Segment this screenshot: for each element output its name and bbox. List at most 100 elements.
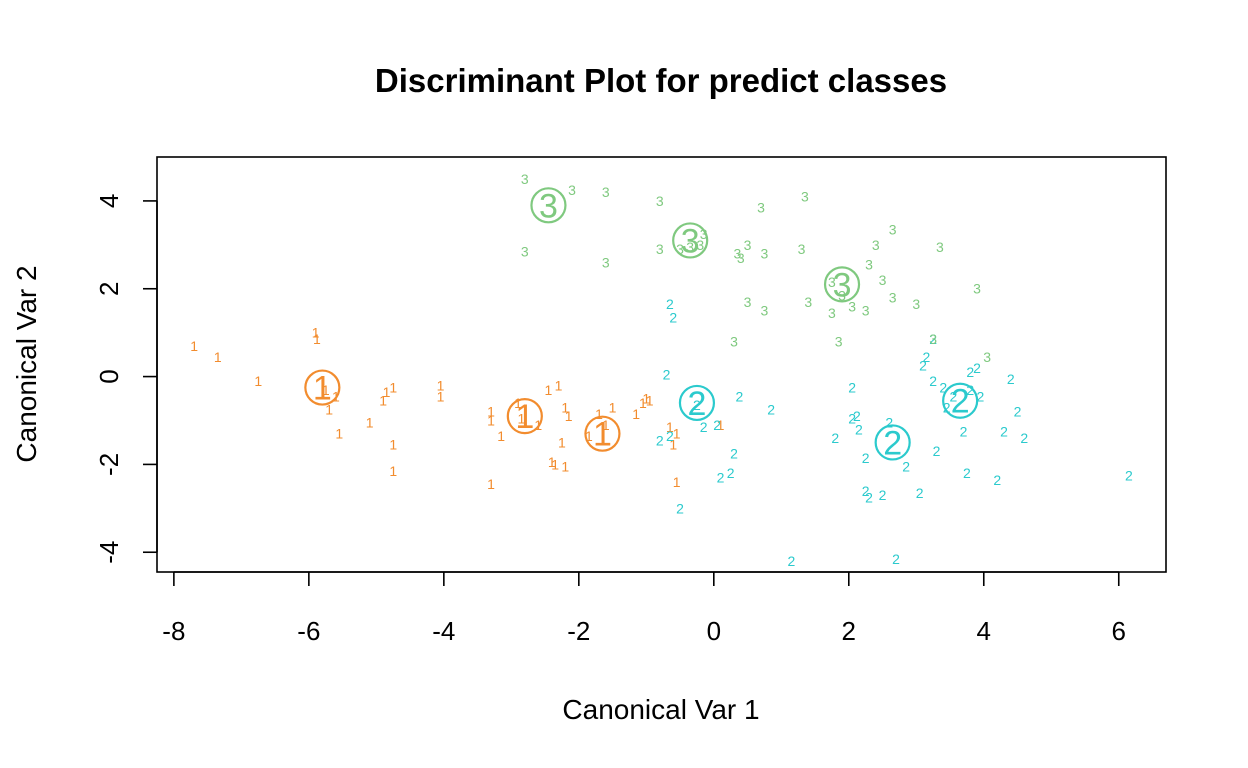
data-point-class-3: 3 (737, 250, 745, 266)
data-point-class-2: 2 (656, 432, 664, 448)
centroid-circle-class-3 (823, 266, 861, 303)
centroid-circle-class-1 (304, 369, 341, 406)
data-point-class-3: 3 (828, 305, 836, 321)
data-point-class-3: 3 (700, 226, 708, 242)
x-tick-label: -4 (432, 616, 455, 646)
data-point-class-1: 1 (595, 406, 603, 422)
data-point-class-2: 2 (669, 309, 677, 325)
data-point-class-2: 2 (865, 489, 873, 505)
data-point-class-1: 1 (609, 399, 617, 415)
data-point-class-1: 1 (335, 426, 343, 442)
data-point-class-1: 1 (642, 391, 650, 407)
data-point-class-3: 3 (761, 246, 769, 262)
data-point-class-1: 1 (669, 437, 677, 453)
data-point-class-1: 1 (437, 388, 445, 404)
data-point-class-3: 3 (889, 221, 897, 237)
data-point-class-1: 1 (389, 380, 397, 396)
data-point-class-3: 3 (862, 303, 870, 319)
y-axis: -4 -2 0 2 4 (94, 194, 158, 564)
data-point-class-3: 3 (757, 200, 765, 216)
data-point-class-2: 2 (848, 410, 856, 426)
data-point-class-2: 2 (933, 443, 941, 459)
data-point-class-2: 2 (848, 380, 856, 396)
data-point-class-2: 2 (1125, 467, 1133, 483)
data-point-class-3: 3 (744, 237, 752, 253)
centroid-circle-class-2 (874, 424, 911, 461)
data-point-class-3: 3 (730, 333, 738, 349)
data-point-class-3: 3 (656, 193, 664, 209)
x-tick-label: -6 (297, 616, 320, 646)
data-point-class-3: 3 (686, 239, 694, 255)
centroid-label-class-3: 3 (681, 222, 700, 260)
data-point-class-3: 3 (734, 246, 742, 262)
centroid-circle-class-1 (506, 398, 543, 435)
data-point-class-3: 3 (872, 237, 880, 253)
centroid-label-class-3: 3 (539, 187, 558, 225)
data-point-class-2: 2 (943, 399, 951, 415)
data-point-class-2: 2 (727, 465, 735, 481)
centroid-circle-class-2 (678, 384, 716, 422)
data-point-class-3: 3 (744, 294, 752, 310)
data-point-class-2: 2 (730, 445, 738, 461)
data-point-class-2: 2 (929, 331, 937, 347)
data-point-class-2: 2 (892, 551, 900, 567)
data-point-class-3: 3 (879, 272, 887, 288)
centroid-circle-class-3 (672, 222, 709, 259)
data-point-class-1: 1 (555, 377, 563, 393)
y-axis-label: Canonical Var 2 (11, 265, 42, 462)
data-point-class-3: 3 (865, 257, 873, 273)
data-point-class-2: 2 (939, 380, 947, 396)
x-tick-label: 6 (1112, 616, 1126, 646)
data-point-class-3: 3 (929, 331, 937, 347)
data-point-class-3: 3 (568, 182, 576, 198)
data-point-class-1: 1 (551, 456, 559, 472)
data-point-class-2: 2 (923, 349, 931, 365)
plot-frame (156, 156, 1167, 573)
data-point-class-3: 3 (602, 254, 610, 270)
data-point-class-3: 3 (521, 171, 529, 187)
y-tick-label: -4 (94, 541, 124, 564)
x-axis: -8 -6 -4 -2 0 2 4 6 (162, 571, 1126, 646)
data-point-class-1: 1 (383, 384, 391, 400)
centroid-label-class-2: 2 (883, 424, 902, 462)
data-point-class-3: 3 (602, 184, 610, 200)
data-point-class-1: 1 (190, 338, 198, 354)
data-point-class-1: 1 (558, 434, 566, 450)
data-point-class-3: 3 (973, 281, 981, 297)
data-point-class-1: 1 (379, 393, 387, 409)
data-point-class-1: 1 (497, 428, 505, 444)
centroid-circle-class-3 (530, 187, 567, 224)
x-tick-label: 4 (977, 616, 991, 646)
data-point-class-2: 2 (960, 423, 968, 439)
data-point-class-1: 1 (325, 402, 333, 418)
data-point-class-1: 1 (673, 474, 681, 490)
data-point-class-3: 3 (912, 296, 920, 312)
data-point-class-2: 2 (950, 388, 958, 404)
data-point-class-3: 3 (656, 241, 664, 257)
data-point-class-1: 1 (514, 395, 522, 411)
data-point-class-3: 3 (848, 298, 856, 314)
data-point-class-1: 1 (673, 426, 681, 442)
chart-title: Discriminant Plot for predict classes (375, 62, 947, 99)
data-point-class-1: 1 (366, 415, 374, 431)
data-point-class-1: 1 (313, 331, 321, 347)
data-point-class-2: 2 (1000, 423, 1008, 439)
data-point-class-1: 1 (545, 382, 553, 398)
data-point-class-3: 3 (838, 287, 846, 303)
data-point-class-2: 2 (663, 366, 671, 382)
data-point-class-1: 1 (437, 377, 445, 393)
data-point-class-1: 1 (322, 382, 330, 398)
data-point-class-3: 3 (801, 189, 809, 205)
data-point-class-1: 1 (585, 428, 593, 444)
data-point-class-3: 3 (521, 243, 529, 259)
data-point-class-3: 3 (676, 241, 684, 257)
data-point-class-1: 1 (561, 399, 569, 415)
data-point-class-3: 3 (696, 237, 704, 253)
data-point-class-2: 2 (902, 459, 910, 475)
data-point-class-2: 2 (666, 296, 674, 312)
data-point-class-2: 2 (717, 470, 725, 486)
data-point-class-2: 2 (966, 382, 974, 398)
data-point-class-1: 1 (639, 395, 647, 411)
